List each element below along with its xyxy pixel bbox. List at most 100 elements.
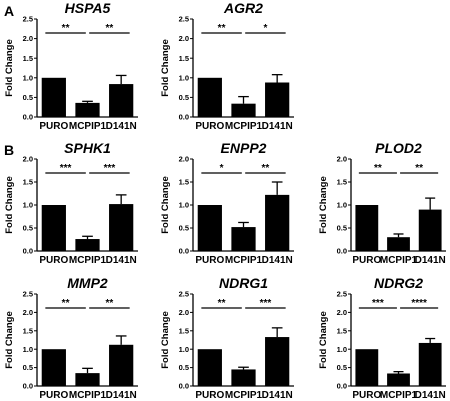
bar-d141n [109,344,134,386]
significance-label: ** [262,163,270,174]
category-label: MCPIP1 [69,390,107,401]
y-tick-label: 1.0 [23,201,33,210]
bar-puro [355,349,379,386]
chart-mmp2: MMP2 Fold Change 0.0 0.5 1.0 1.5 2.0 2.5 PURO MCP… [4,275,138,401]
y-tick-label: 1.0 [179,201,189,210]
bar-puro [41,77,66,117]
category-label: PURO [352,255,381,266]
y-tick-label: 0.5 [179,363,189,372]
chart-title: NDRG1 [219,275,268,291]
category-label: D141N [415,390,446,401]
category-label: MCPIP1 [225,255,263,266]
bar-puro [41,205,66,251]
y-tick-label: 2.5 [23,290,33,299]
chart-title: NDRG2 [374,275,423,291]
bar-d141n [418,342,442,386]
y-tick-label: 0.5 [337,363,347,372]
bar-puro [197,349,222,386]
category-label: D141N [262,390,293,401]
y-tick-label: 2.0 [179,308,189,317]
bar-mcpip1 [387,373,410,386]
significance-label: ** [218,298,226,309]
significance-label: ** [415,163,423,174]
y-tick-label: 1.0 [23,73,33,82]
bar-d141n [109,204,134,251]
category-label: PURO [195,390,224,401]
chart-title: ENPP2 [221,140,267,156]
y-tick-label: 1.0 [337,345,347,354]
category-label: D141N [262,121,293,132]
y-axis-label: Fold Change [4,311,15,369]
chart-plod2: PLOD2 Fold Change 0.0 0.5 1.0 1.5 2.0 PUROMCPIP… [318,140,446,266]
y-tick-label: 0.0 [179,247,189,256]
y-tick-label: 0.0 [337,382,347,391]
y-tick-label: 2.0 [337,308,347,317]
y-tick-label: 2.5 [23,15,33,24]
significance-label: * [263,23,267,34]
y-tick-label: 0.5 [179,224,189,233]
bar-puro [41,349,66,386]
y-tick-label: 1.5 [337,178,347,187]
chart-ndrg2: NDRG2 Fold Change 0.0 0.5 1.0 1.5 2.0 2.5 PUROMC… [318,275,446,401]
panel-letter-b: B [4,142,14,158]
y-axis-label: Fold Change [318,311,329,369]
y-tick-label: 0.0 [179,382,189,391]
significance-label: **** [411,298,427,309]
category-label: D141N [415,255,446,266]
y-tick-label: 1.5 [23,326,33,335]
significance-label: *** [372,298,384,309]
category-label: MCPIP1 [380,390,418,401]
y-tick-label: 0.0 [23,382,33,391]
chart-title: HSPA5 [65,0,111,16]
chart-title: PLOD2 [375,140,422,156]
significance-label: ** [218,23,226,34]
bar-mcpip1 [231,369,256,386]
significance-label: ** [106,23,114,34]
y-tick-label: 0.5 [337,224,347,233]
y-tick-label: 0.5 [23,363,33,372]
category-label: MCPIP1 [69,255,107,266]
bar-d141n [418,209,442,251]
chart-title: MMP2 [67,275,108,291]
y-tick-label: 2.0 [23,34,33,43]
y-tick-label: 0.5 [23,93,33,102]
chart-title: SPHK1 [64,140,111,156]
y-tick-label: 2.5 [337,290,347,299]
y-axis-label: Fold Change [160,39,171,97]
category-label: MCPIP1 [225,121,263,132]
y-tick-label: 1.0 [179,73,189,82]
chart-sphk1: SPHK1 Fold Change 0.0 0.5 1.0 1.5 2.0 PURO MCPIP… [4,140,138,266]
category-label: PURO [195,121,224,132]
bar-puro [197,205,222,251]
category-label: MCPIP1 [225,390,263,401]
category-label: PURO [39,255,68,266]
category-label: D141N [262,255,293,266]
bar-mcpip1 [231,227,256,251]
significance-label: ** [374,163,382,174]
y-tick-label: 2.0 [179,155,189,164]
y-tick-label: 1.5 [179,54,189,63]
bar-puro [197,77,222,117]
y-tick-label: 2.5 [179,290,189,299]
y-axis-label: Fold Change [4,176,15,234]
significance-label: *** [104,163,116,174]
significance-label: * [220,163,224,174]
y-axis-label: Fold Change [318,176,329,234]
significance-label: ** [106,298,114,309]
y-tick-label: 2.0 [23,155,33,164]
y-tick-label: 2.0 [23,308,33,317]
y-tick-label: 2.0 [179,34,189,43]
bar-d141n [265,194,290,251]
y-tick-label: 0.0 [179,113,189,122]
panel-letter-a: A [4,3,14,19]
y-tick-label: 0.0 [337,247,347,256]
chart-ndrg1: NDRG1 Fold Change 0.0 0.5 1.0 1.5 2.0 2.5 PURO MC… [160,275,294,401]
y-tick-label: 1.0 [337,201,347,210]
chart-agr2: AGR2 Fold Change 0.0 0.5 1.0 1.5 2.0 2.5 PURO MCP… [160,0,294,132]
y-axis-label: Fold Change [160,176,171,234]
bar-mcpip1 [75,239,100,251]
significance-label: ** [62,298,70,309]
significance-label: ** [62,23,70,34]
y-tick-label: 0.5 [23,224,33,233]
